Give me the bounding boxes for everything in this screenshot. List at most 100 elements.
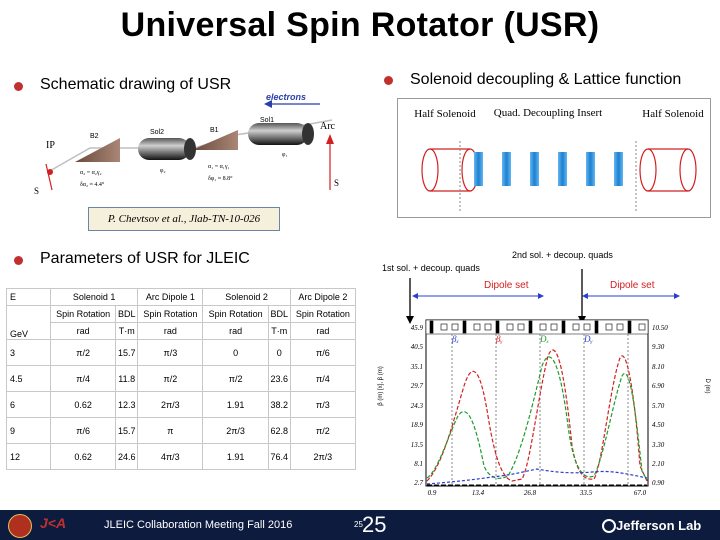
b2-label: B2 xyxy=(90,133,99,140)
eq-right-2: δφ₁ ≈ 8.8° xyxy=(208,175,233,182)
table-cell: 4.5 xyxy=(6,365,51,392)
lattice-magnet xyxy=(572,323,580,331)
y-tick-left: 13.5 xyxy=(411,441,424,449)
table-cell: 15.7 xyxy=(115,417,139,444)
x-tick: 33.5 xyxy=(579,489,593,497)
col-arc2-header: Arc Dipole 2 xyxy=(289,288,357,306)
table-cell: 0.62 xyxy=(49,443,117,470)
table-cell: 76.4 xyxy=(267,443,291,470)
x-tick: 67.0 xyxy=(634,489,647,497)
dy-label: Dᵧ xyxy=(583,334,593,344)
y-tick-right: 3.30 xyxy=(651,441,665,449)
col-solenoid1-header: Solenoid 1 xyxy=(49,288,139,306)
sub-header-cell: Spin Rotation xyxy=(49,305,117,323)
bullet-icon xyxy=(384,76,393,85)
spin-s-right: S xyxy=(334,178,339,188)
half-solenoid-right-label: Half Solenoid xyxy=(642,108,704,120)
params-heading: Parameters of USR for JLEIC xyxy=(40,250,250,267)
plot-frame xyxy=(425,319,649,487)
solenoid-sol1 xyxy=(248,123,308,145)
table-cell: 11.8 xyxy=(115,365,139,392)
jsa-logo-icon: J<A xyxy=(40,515,67,531)
x-tick: 0.9 xyxy=(428,489,437,497)
meeting-label: JLEIC Collaboration Meeting Fall 2016 xyxy=(104,519,293,531)
table-cell: 12 xyxy=(6,443,51,470)
y-tick-left: 40.5 xyxy=(411,343,424,351)
table-cell: 62.8 xyxy=(267,417,291,444)
lattice-magnet xyxy=(462,320,467,334)
curve-red xyxy=(426,349,648,482)
table-cell: π/2 xyxy=(49,339,117,366)
table-cell: π/6 xyxy=(49,417,117,444)
ip-label: IP xyxy=(46,140,55,151)
table-cell: 4π/3 xyxy=(137,443,204,470)
table-cell: 23.6 xyxy=(267,365,291,392)
sub-header-cell: BDL xyxy=(267,305,291,323)
y-tick-right: 5.70 xyxy=(652,402,665,410)
table-cell: π/4 xyxy=(289,365,357,392)
unit-gev: GeV xyxy=(6,305,51,340)
lattice-magnet xyxy=(495,320,500,334)
y-tick-right: 6.90 xyxy=(652,382,665,390)
decoupling-box: Half Solenoid Quad. Decoupling Insert Ha… xyxy=(397,98,711,218)
dx-label: Dₓ xyxy=(539,334,549,344)
sol1-label: Sol1 xyxy=(260,117,274,124)
dipole-set-label-2: Dipole set xyxy=(610,280,655,291)
y-tick-left: 29.7 xyxy=(411,382,424,390)
lattice-magnet xyxy=(616,323,624,331)
table-cell: 2π/3 xyxy=(202,417,269,444)
lattice-magnet xyxy=(440,323,448,331)
eq-left-1: α₂ = α₂γ₂ xyxy=(80,170,102,176)
lattice-function-plot: β (m) [x], β (m) D (m) 45.9 40.5 35.1 29… xyxy=(378,269,710,497)
decoupling-sketch xyxy=(421,139,697,213)
table-cell: 3 xyxy=(6,339,51,366)
table-cell: π/2 xyxy=(289,417,357,444)
right-axis-label: D (m) xyxy=(704,379,710,394)
curve-green xyxy=(426,356,648,481)
table-cell: 0 xyxy=(202,339,269,366)
table-cell: 6 xyxy=(6,391,51,418)
lattice-magnet xyxy=(451,323,459,331)
sub-header-cell: Spin Rotation xyxy=(137,305,204,323)
table-cell: 2π/3 xyxy=(289,443,357,470)
sub-header-cell: BDL xyxy=(115,305,139,323)
y-tick-left: 24.3 xyxy=(411,402,424,410)
unit-cell: T·m xyxy=(267,322,291,340)
sub-header-row: GeV Spin Rotation BDL Spin Rotation Spin… xyxy=(6,305,357,340)
y-tick-right: 2.10 xyxy=(652,460,665,468)
lattice-magnet xyxy=(550,323,558,331)
table-cell: 12.3 xyxy=(115,391,139,418)
lattice-magnet xyxy=(429,320,434,334)
dipole-b1 xyxy=(192,130,238,150)
col-arc1-header: Arc Dipole 1 xyxy=(137,288,204,306)
solenoid-sol2 xyxy=(138,138,190,160)
spin-s-left: S xyxy=(34,186,39,196)
second-sol-label: 2nd sol. + decoup. quads xyxy=(512,250,613,260)
quad-5 xyxy=(586,152,595,186)
table-cell: 1.91 xyxy=(202,391,269,418)
table-cell: π/3 xyxy=(137,339,204,366)
eq-right-1: α₁ = α₁γ₁ xyxy=(208,164,230,170)
table-cell: 24.6 xyxy=(115,443,139,470)
sub-header-cell: Spin Rotation xyxy=(202,305,269,323)
table-cell: π/3 xyxy=(289,391,357,418)
citation-box: P. Chevtsov et al., Jlab-TN-10-026 xyxy=(88,207,280,231)
y-tick-right: 4.50 xyxy=(652,421,665,429)
table-row: 4.5 π/4 11.8 π/2 π/2 23.6 π/4 xyxy=(6,365,357,392)
page-title: Universal Spin Rotator (USR) xyxy=(120,6,600,44)
lattice-magnet xyxy=(484,323,492,331)
decoupling-heading: Solenoid decoupling & Lattice function xyxy=(410,71,682,88)
unit-cell: rad xyxy=(49,322,117,340)
doe-seal-icon xyxy=(8,514,32,538)
table-cell: 2π/3 xyxy=(137,391,204,418)
x-tick: 13.4 xyxy=(472,489,485,497)
bullet-icon xyxy=(14,256,23,265)
quad-2 xyxy=(502,152,511,186)
quad-insert-label: Quad. Decoupling Insert xyxy=(493,107,603,119)
left-axis-label: β (m) [x], β (m) xyxy=(378,366,384,406)
lattice-magnet xyxy=(627,320,632,334)
table-cell: π/2 xyxy=(137,365,204,392)
y-tick-left: 18.9 xyxy=(411,421,424,429)
lattice-magnet xyxy=(561,320,566,334)
unit-cell: T·m xyxy=(115,322,139,340)
